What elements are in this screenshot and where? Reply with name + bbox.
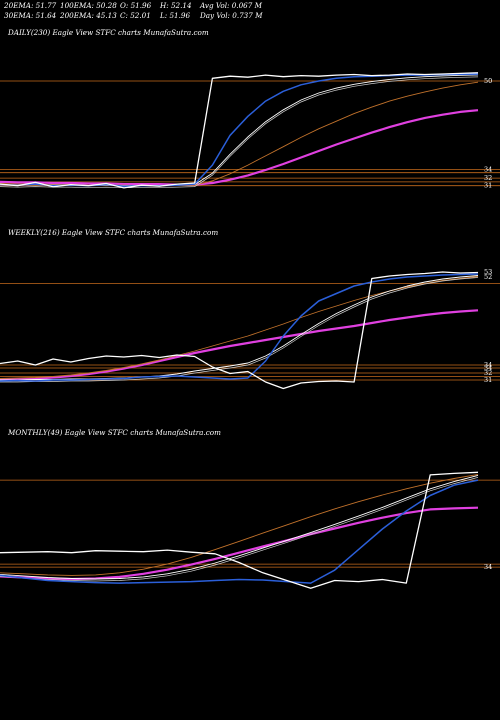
ema-mid-series-line — [0, 474, 479, 580]
price-series-line — [0, 471, 479, 589]
ema-mid-secondary-line — [0, 277, 479, 383]
ema20-stat: 20EMA: 51.77 — [4, 1, 57, 10]
price-series-line — [0, 72, 479, 189]
level-label: 32 — [484, 369, 492, 377]
level-label: 53 — [484, 268, 492, 276]
ema30-stat: 30EMA: 51.64 — [4, 11, 57, 20]
level-label: 50 — [484, 77, 492, 85]
level-label: 52 — [484, 273, 492, 281]
ema-short-series-line — [0, 479, 479, 584]
ema-mid-secondary-line — [0, 76, 479, 189]
day-vol-stat: Day Vol: 0.737 M — [200, 11, 263, 20]
monthly-chart-title: MONTHLY(49) Eagle View STFC charts Munaf… — [8, 428, 221, 437]
ema-long-series-line — [0, 276, 479, 379]
level-label: 31 — [484, 376, 492, 384]
ema-200-series-line — [0, 506, 479, 581]
price-series-line — [0, 271, 479, 390]
low-stat: L: 51.96 — [160, 11, 191, 20]
level-label: 34 — [484, 361, 492, 369]
stats-header: 20EMA: 51.77 100EMA: 50.28 O: 51.96 H: 5… — [0, 0, 500, 24]
ema-long-series-line — [0, 81, 479, 187]
monthly-chart: 34 — [0, 471, 500, 589]
high-stat: H: 52.14 — [160, 1, 192, 10]
ema-long-series-line — [0, 473, 479, 576]
level-label: 34 — [484, 563, 492, 571]
level-label: 34 — [484, 364, 492, 372]
ema-short-series-line — [0, 273, 479, 382]
level-label: 32 — [484, 174, 492, 182]
daily-chart-title: DAILY(230) Eagle View STFC charts Munafa… — [8, 28, 209, 37]
avg-vol-stat: Avg Vol: 0.067 M — [200, 1, 262, 10]
ema-200-series-line — [0, 309, 479, 381]
ema100-stat: 100EMA: 50.28 — [60, 1, 117, 10]
ema200-stat: 200EMA: 45.13 — [60, 11, 117, 20]
close-stat: C: 52.01 — [120, 11, 151, 20]
level-label: 34 — [484, 165, 492, 173]
ema-mid-series-line — [0, 275, 479, 381]
level-label: 31 — [484, 182, 492, 190]
ema-200-series-line — [0, 109, 479, 186]
ema-mid-secondary-line — [0, 477, 479, 582]
open-stat: O: 51.96 — [120, 1, 152, 10]
weekly-chart-title: WEEKLY(216) Eagle View STFC charts Munaf… — [8, 228, 219, 237]
